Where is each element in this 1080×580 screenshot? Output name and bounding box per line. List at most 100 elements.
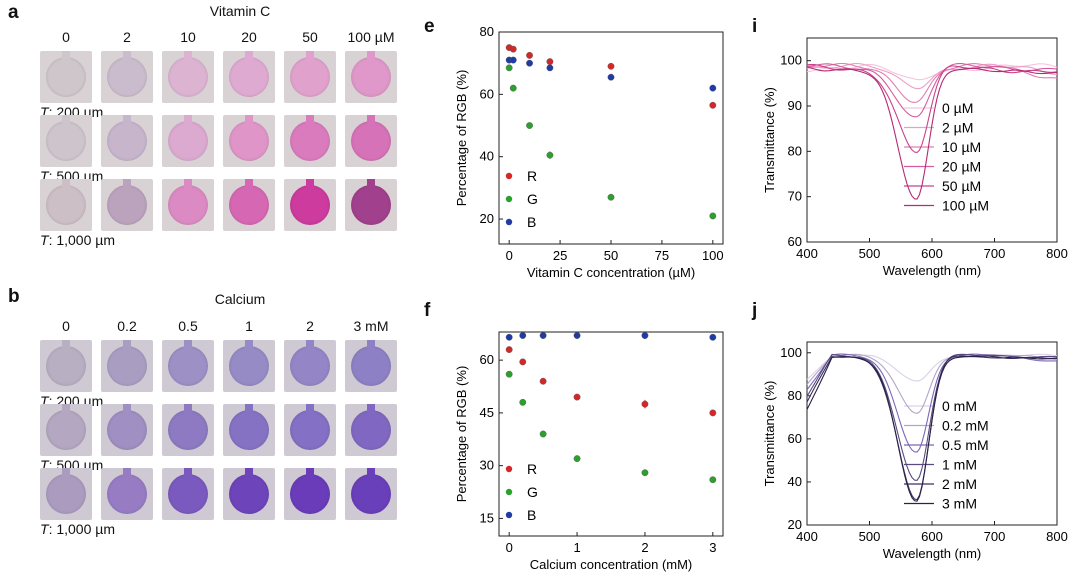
y-tick-label: 70 (788, 189, 802, 204)
chart-i-vitamin-c-transmittance: 400 500 600 700 800 60 70 80 90 100 Wavelength (nm… (762, 37, 1068, 278)
conc-label-panel_a-5: 100 µM (347, 29, 395, 45)
x-tick-label: 800 (1046, 529, 1068, 544)
x-tick-label: 700 (984, 529, 1006, 544)
plot-frame (498, 331, 724, 537)
y-tick-label: 20 (480, 211, 494, 226)
well-image (223, 51, 275, 103)
well-image (40, 51, 92, 103)
thickness-label: T: 1,000 µm (40, 521, 115, 537)
well-image (284, 179, 336, 231)
x-tick-label: 3 (709, 540, 716, 555)
x-tick-label: 400 (796, 246, 818, 261)
y-tick-label: 100 (780, 53, 802, 68)
point-B (709, 84, 717, 92)
spectrum-line-3 mM (806, 355, 1057, 502)
well-image (40, 115, 92, 167)
y-axis-label: Percentage of RGB (%) (454, 366, 469, 503)
y-axis-label: Transmittance (%) (762, 381, 777, 487)
x-tick-label: 2 (641, 540, 648, 555)
point-G (505, 64, 513, 72)
y-tick-label: 90 (788, 98, 802, 113)
well-image (345, 340, 397, 392)
x-tick-label: 50 (604, 248, 618, 263)
point-G (519, 398, 527, 406)
y-tick-label: 40 (480, 149, 494, 164)
point-R (546, 58, 554, 66)
legend-label-50 µM: 50 µM (942, 178, 981, 194)
point-B (519, 332, 527, 339)
y-tick-label: 40 (788, 474, 802, 489)
well-image (101, 340, 153, 392)
y-tick-label: 80 (788, 388, 802, 403)
point-B (526, 59, 533, 67)
point-G (505, 370, 513, 378)
legend-label-100 µM: 100 µM (942, 198, 989, 214)
x-tick-label: 100 (702, 248, 724, 263)
y-tick-label: 60 (480, 86, 494, 101)
well-image (162, 51, 214, 103)
legend-marker-B (505, 511, 513, 519)
point-G (641, 469, 649, 477)
panel-letter-e: e (424, 16, 435, 37)
conc-label-panel_b-2: 0.5 (178, 318, 198, 334)
panel-letter-j: j (752, 300, 758, 321)
thickness-label: T: 1,000 µm (40, 232, 115, 248)
point-B (573, 332, 581, 339)
point-R (573, 393, 581, 401)
well-image (223, 468, 275, 520)
well-image (284, 51, 336, 103)
legend-marker-G (505, 195, 513, 203)
well-image (101, 179, 153, 231)
x-tick-label: 500 (859, 246, 881, 261)
well-image (345, 51, 397, 103)
x-tick-label: 500 (859, 529, 881, 544)
y-tick-label: 30 (480, 458, 494, 473)
well-image (162, 179, 214, 231)
well-image (223, 340, 275, 392)
point-B (539, 332, 547, 339)
well-image (101, 51, 153, 103)
well-image (162, 340, 214, 392)
y-axis-label: Percentage of RGB (%) (454, 70, 469, 207)
well-image (223, 115, 275, 167)
x-axis-label: Vitamin C concentration (µM) (527, 265, 695, 280)
well-image (162, 468, 214, 520)
spectrum-line-100 µM (806, 66, 1057, 200)
x-tick-label: 0 (506, 540, 513, 555)
y-tick-label: 20 (788, 517, 802, 532)
point-G (709, 212, 717, 220)
legend-label-G: G (527, 484, 538, 500)
point-R (709, 409, 717, 417)
well-image (162, 404, 214, 456)
well-image (345, 179, 397, 231)
y-tick-label: 60 (480, 352, 494, 367)
legend-label-B: B (527, 507, 536, 523)
point-R (641, 400, 649, 408)
y-tick-label: 100 (780, 345, 802, 360)
point-B (546, 64, 554, 72)
x-axis-label: Calcium concentration (mM) (530, 557, 693, 572)
conc-label-panel_b-3: 1 (245, 318, 253, 334)
well-image (284, 468, 336, 520)
point-R (509, 45, 517, 53)
legend-label-0.5 mM: 0.5 mM (942, 437, 989, 453)
x-tick-label: 600 (921, 246, 943, 261)
conc-label-panel_b-5: 3 mM (353, 318, 389, 334)
conc-label-panel_a-0: 0 (62, 29, 70, 45)
legend-label-3 mM: 3 mM (942, 496, 977, 512)
y-tick-label: 60 (788, 234, 802, 249)
legend-marker-B (505, 218, 513, 226)
y-tick-label: 80 (480, 24, 494, 39)
point-G (709, 476, 717, 484)
conc-label-panel_b-1: 0.2 (117, 318, 137, 334)
x-tick-label: 25 (553, 248, 567, 263)
conc-label-panel_a-1: 2 (123, 29, 131, 45)
legend-label-0 mM: 0 mM (942, 398, 977, 414)
point-B (641, 332, 649, 339)
y-axis-label: Transmittance (%) (762, 87, 777, 193)
panel-letter-f: f (424, 300, 431, 321)
well-image (284, 115, 336, 167)
conc-label-panel_a-3: 20 (241, 29, 257, 45)
well-image (40, 340, 92, 392)
spectrum-line-0.2 mM (806, 353, 1057, 414)
